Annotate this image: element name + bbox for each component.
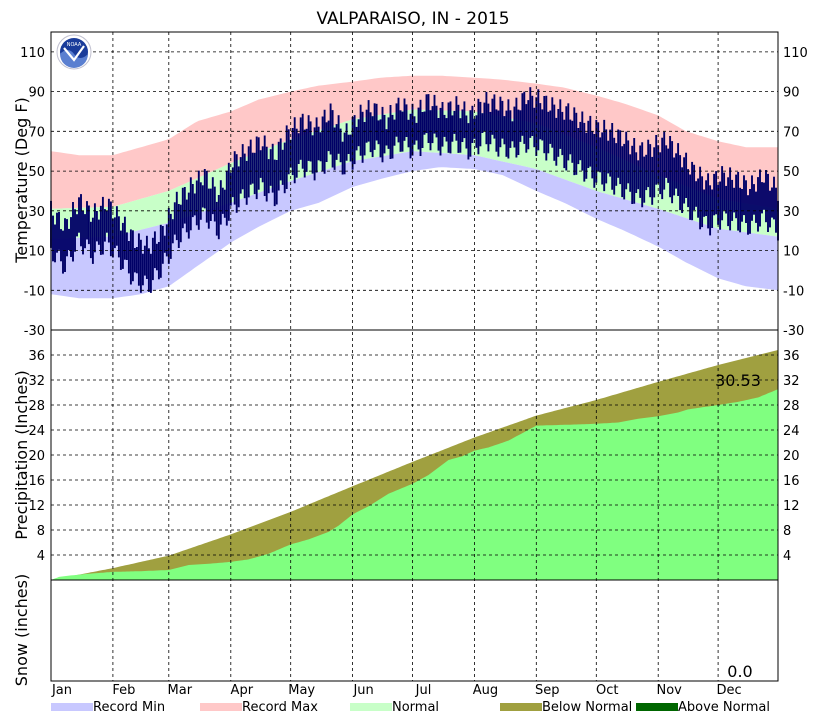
- precip-tick-right: 12: [783, 499, 800, 514]
- month-label: Jun: [352, 683, 373, 698]
- temp-tick-right: -10: [783, 284, 804, 299]
- temp-tick-right: 30: [783, 205, 800, 220]
- month-label: Feb: [112, 683, 135, 698]
- temp-tick-left: -30: [24, 324, 45, 339]
- grid-lines: [50, 31, 779, 682]
- month-label: Nov: [657, 683, 683, 698]
- precip-tick-left: 4: [37, 549, 45, 564]
- temp-tick-right: -30: [783, 324, 804, 339]
- month-axis: Jan Feb Mar Apr May Jun Jul Aug Sep Oct Nov Dec: [51, 683, 742, 698]
- snow-frame: [50, 579, 779, 682]
- temp-tick-left: 50: [28, 165, 45, 180]
- temp-tick-left: 90: [28, 86, 45, 101]
- legend-label: Above Normal: [678, 700, 770, 715]
- temperature-panel: [50, 75, 779, 299]
- chart-title: VALPARAISO, IN - 2015: [316, 9, 509, 29]
- temp-tick-left: 10: [28, 245, 45, 260]
- precip-tick-right: 4: [783, 549, 791, 564]
- precip-tick-left: 36: [28, 349, 45, 364]
- legend-swatch: [51, 703, 93, 711]
- temp-tick-left: 110: [20, 46, 45, 61]
- precip-tick-right: 28: [783, 399, 800, 414]
- actual-precip-area: [51, 389, 778, 580]
- svg-text:NOAA: NOAA: [67, 42, 82, 48]
- temp-tick-right: 70: [783, 125, 800, 140]
- month-label: May: [288, 683, 315, 698]
- month-label: Jan: [51, 683, 72, 698]
- temp-tick-left: 70: [28, 125, 45, 140]
- legend-swatch: [500, 703, 542, 711]
- month-label: Mar: [168, 683, 193, 698]
- temp-tick-right: 10: [783, 245, 800, 260]
- record-max-band: [51, 75, 778, 209]
- legend-swatch: [200, 703, 242, 711]
- temp-tick-right: 110: [783, 46, 808, 61]
- legend-label: Record Max: [242, 700, 318, 715]
- month-label: Aug: [473, 683, 498, 698]
- precip-tick-left: 12: [28, 499, 45, 514]
- tick-labels: 110 110 90 90 70 70 50 50 30 30 10 10 -10 -10 -30 -30 36…: [20, 46, 808, 564]
- precip-tick-left: 32: [28, 374, 45, 389]
- precip-tick-left: 16: [28, 474, 45, 489]
- precip-tick-left: 20: [28, 449, 45, 464]
- precipitation-total-label: 30.53: [715, 371, 761, 390]
- precip-tick-right: 36: [783, 349, 800, 364]
- precip-tick-left: 8: [37, 524, 45, 539]
- legend-swatch: [636, 703, 678, 711]
- month-label: Apr: [231, 683, 254, 698]
- snow-axis-label: Snow (inches): [12, 574, 31, 686]
- legend-label: Normal: [392, 700, 439, 715]
- precip-tick-right: 16: [783, 474, 800, 489]
- precip-tick-left: 28: [28, 399, 45, 414]
- month-label: Dec: [717, 683, 742, 698]
- precip-tick-right: 20: [783, 449, 800, 464]
- precip-tick-left: 24: [28, 424, 45, 439]
- month-label: Jul: [415, 683, 432, 698]
- snow-total-label: 0.0: [727, 662, 752, 681]
- precip-tick-right: 8: [783, 524, 791, 539]
- legend-swatch: [350, 703, 392, 711]
- precipitation-axis-label: Precipitation (Inches): [12, 370, 31, 540]
- temp-tick-left: -10: [24, 284, 45, 299]
- temp-tick-right: 50: [783, 165, 800, 180]
- noaa-logo-icon: NOAA: [56, 34, 92, 70]
- legend-label: Below Normal: [542, 700, 632, 715]
- temp-tick-left: 30: [28, 205, 45, 220]
- month-label: Sep: [535, 683, 560, 698]
- precip-tick-right: 24: [783, 424, 800, 439]
- legend: Record Min Record Max Normal Below Normal Ab…: [51, 700, 770, 715]
- precipitation-panel: [51, 350, 778, 580]
- month-label: Oct: [596, 683, 618, 698]
- precip-tick-right: 32: [783, 374, 800, 389]
- temperature-axis-label: Temperature (Deg F): [12, 97, 31, 264]
- temp-tick-right: 90: [783, 86, 800, 101]
- legend-label: Record Min: [93, 700, 165, 715]
